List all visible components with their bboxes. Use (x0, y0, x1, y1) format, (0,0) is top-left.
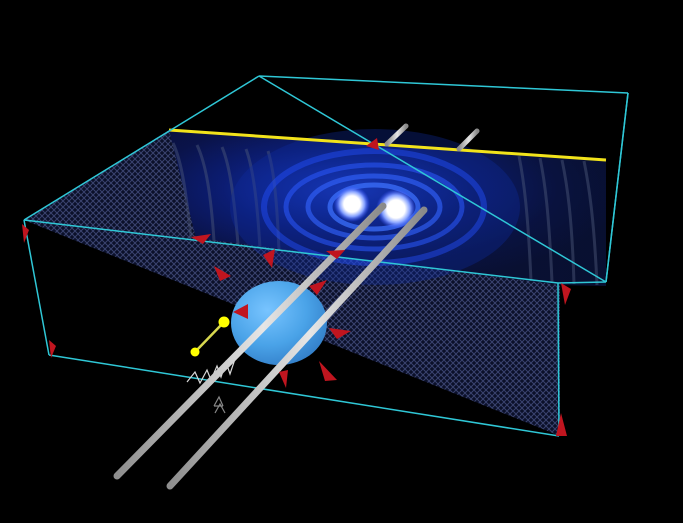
source-glyph (213, 395, 226, 414)
source-left-emitter[interactable] (190, 347, 200, 357)
emitter-direction (194, 321, 225, 353)
diffraction-ring-3 (305, 173, 443, 241)
simulation-box[interactable] (23, 75, 629, 437)
marker-group[interactable] (22, 138, 571, 436)
diffraction-halo (230, 129, 520, 285)
interference-maximum-left (334, 186, 370, 222)
source-right-emitter[interactable] (218, 316, 230, 328)
diffraction-ring-4 (327, 182, 421, 232)
diffraction-ring-2 (283, 162, 465, 252)
slit-barrier-disc[interactable] (231, 281, 327, 365)
interference-stripes (171, 142, 599, 286)
interference-maximum-right (376, 189, 416, 229)
